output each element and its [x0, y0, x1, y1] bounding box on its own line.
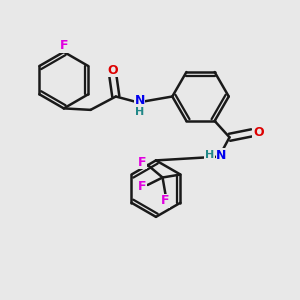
Text: F: F	[161, 194, 170, 207]
Text: N: N	[134, 94, 145, 107]
Text: F: F	[60, 39, 68, 52]
Text: H: H	[205, 150, 214, 160]
Text: F: F	[138, 180, 147, 193]
Text: N: N	[216, 148, 227, 162]
Text: F: F	[138, 155, 147, 169]
Text: O: O	[107, 64, 118, 77]
Text: H: H	[135, 107, 144, 117]
Text: O: O	[253, 126, 264, 139]
